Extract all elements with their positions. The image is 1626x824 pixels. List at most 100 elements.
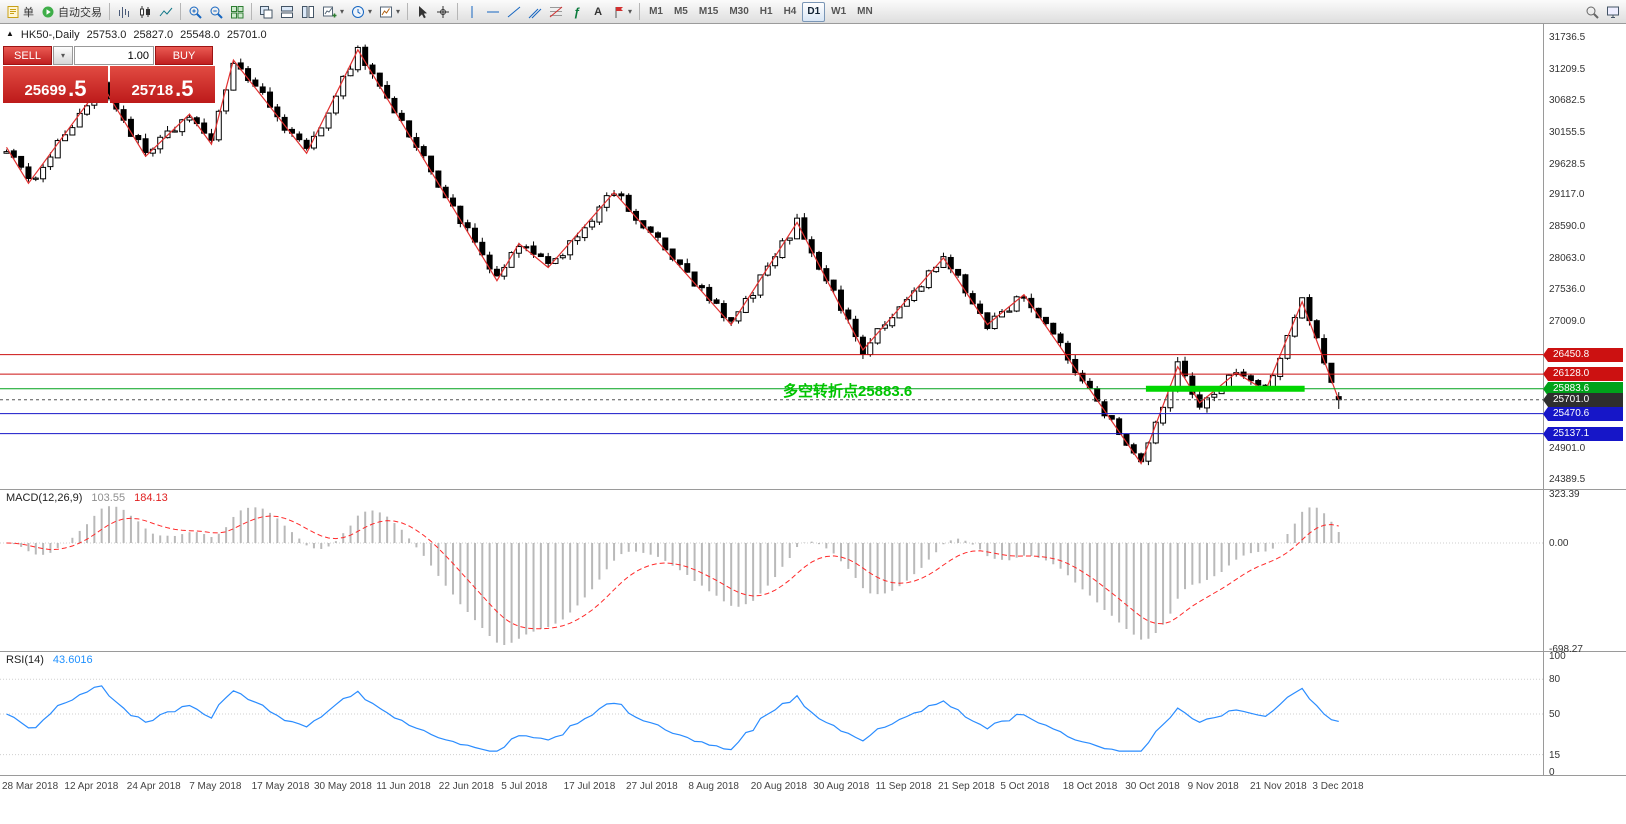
timeframe-m30[interactable]: M30: [724, 2, 753, 22]
cursor-tool-button[interactable]: [412, 2, 432, 22]
text-tool-icon: A: [594, 5, 603, 18]
autotrade-button[interactable]: 自动交易: [38, 2, 105, 22]
price-axis-tick: 31736.5: [1549, 31, 1586, 43]
price-axis-badge: 26128.0: [1543, 367, 1623, 382]
symbol-marker-icon: ▲: [6, 29, 14, 38]
date-axis-label: 12 Apr 2018: [64, 781, 119, 792]
date-axis-label: 8 Aug 2018: [688, 781, 739, 792]
date-axis-label: 7 May 2018: [189, 781, 242, 792]
new-order-button[interactable]: 单: [3, 2, 37, 22]
line-chart-mode-button[interactable]: [156, 2, 176, 22]
buy-price-fraction: .5: [175, 75, 194, 101]
crosshair-tool-button[interactable]: [433, 2, 453, 22]
price-axis-badge: 25470.6: [1543, 406, 1623, 421]
timeframe-w1[interactable]: W1: [826, 2, 851, 22]
tile-vertical-button[interactable]: [298, 2, 318, 22]
zoom-out-icon: [210, 6, 223, 19]
date-axis-label: 5 Oct 2018: [1000, 781, 1050, 792]
horizontal-line-icon: [487, 11, 500, 12]
buy-button[interactable]: BUY: [155, 46, 213, 65]
trendline-tool-button[interactable]: [504, 2, 524, 22]
toolbar-separator: [251, 3, 252, 20]
chart-canvas[interactable]: [0, 24, 1626, 824]
chevron-down-icon: ▾: [340, 6, 345, 16]
date-axis-label: 24 Apr 2018: [126, 781, 181, 792]
candle-chart-mode-button[interactable]: [135, 2, 155, 22]
chevron-down-icon: ▾: [368, 6, 373, 16]
macd-header: MACD(12,26,9) 103.55 184.13: [6, 492, 168, 504]
chevron-down-icon: ▾: [628, 6, 633, 16]
fibonacci-icon: [549, 6, 563, 17]
arrows-tool-button[interactable]: ▾: [609, 2, 635, 22]
date-axis-label: 21 Nov 2018: [1250, 781, 1307, 792]
low-value: 25548.0: [180, 29, 220, 41]
vertical-line-tool-button[interactable]: [462, 2, 482, 22]
new-chart-icon: [323, 6, 337, 17]
cursor-icon: [419, 5, 428, 18]
search-icon: [1586, 6, 1599, 19]
timeframe-d1[interactable]: D1: [802, 1, 826, 22]
rsi-value: 43.6016: [52, 654, 93, 666]
date-axis-label: 5 Jul 2018: [501, 781, 548, 792]
timeframe-h4[interactable]: H4: [779, 2, 802, 22]
tile-horizontal-button[interactable]: [277, 2, 297, 22]
date-axis-label: 30 Aug 2018: [813, 781, 870, 792]
macd-axis-tick: 0.00: [1549, 538, 1569, 549]
symbol-period-label: HK50-,Daily: [20, 29, 80, 41]
search-button[interactable]: [1582, 2, 1602, 22]
timeframe-h1[interactable]: H1: [755, 2, 778, 22]
price-axis-tick: 24389.5: [1549, 473, 1586, 485]
price-axis-tick: 30682.5: [1549, 95, 1586, 107]
periods-button[interactable]: ▾: [348, 2, 375, 22]
date-axis-label: 22 Jun 2018: [438, 781, 494, 792]
price-axis-tick: 30155.5: [1549, 126, 1586, 138]
text-tool-button[interactable]: A: [588, 2, 608, 22]
timeframe-m5[interactable]: M5: [669, 2, 693, 22]
price-axis-tick: 27009.0: [1549, 316, 1586, 328]
bar-chart-mode-button[interactable]: [114, 2, 134, 22]
trendline-icon: [507, 6, 521, 17]
zoom-in-button[interactable]: [185, 2, 205, 22]
line-chart-icon: [159, 7, 173, 16]
price-axis-tick: 31209.5: [1549, 63, 1586, 75]
zoom-in-icon: [189, 6, 202, 19]
date-axis-label: 18 Oct 2018: [1062, 781, 1118, 792]
timeframe-m15[interactable]: M15: [694, 2, 723, 22]
tile-windows-button[interactable]: [227, 2, 247, 22]
chart-template-icon: [380, 6, 393, 17]
date-axis-label: 28 Mar 2018: [2, 781, 59, 792]
toolbar-separator: [109, 3, 110, 20]
date-axis-label: 30 Oct 2018: [1125, 781, 1180, 792]
zoom-out-button[interactable]: [206, 2, 226, 22]
price-axis-badge: 26450.8: [1543, 347, 1623, 362]
new-order-icon: [7, 5, 19, 18]
timeframe-mn[interactable]: MN: [852, 2, 878, 22]
autotrade-label: 自动交易: [58, 6, 102, 19]
toolbar: 单 自动交易 ▾ ▾ ▾: [0, 0, 1626, 24]
one-click-trading-panel: SELL ▾ BUY 25699 .5 25718 .5: [3, 46, 215, 103]
cascade-windows-button[interactable]: [256, 2, 276, 22]
pivot-annotation: 多空转折点25883.6: [783, 383, 913, 400]
volume-dropdown-button[interactable]: ▾: [53, 46, 73, 65]
indicators-button[interactable]: ƒ: [567, 2, 587, 22]
bar-chart-icon: [119, 6, 129, 18]
templates-button[interactable]: ▾: [376, 2, 403, 22]
toolbar-right-group: [1582, 2, 1623, 22]
sell-price-box[interactable]: 25699 .5: [3, 66, 108, 103]
sell-button[interactable]: SELL: [3, 46, 52, 65]
crosshair-icon: [437, 5, 450, 18]
close-value: 25701.0: [226, 29, 267, 41]
timeframe-m1[interactable]: M1: [644, 2, 668, 22]
buy-price-main: 25718: [131, 82, 174, 99]
fibonacci-tool-button[interactable]: [546, 2, 566, 22]
volume-input[interactable]: [74, 46, 154, 65]
new-chart-button[interactable]: ▾: [319, 2, 347, 22]
horizontal-line-tool-button[interactable]: [483, 2, 503, 22]
date-axis-label: 30 May 2018: [314, 781, 372, 792]
buy-price-box[interactable]: 25718 .5: [110, 66, 215, 103]
toolbar-separator: [457, 3, 459, 20]
channel-tool-button[interactable]: [525, 2, 545, 22]
candlestick-chart-icon: [140, 5, 150, 18]
workspace-layout-button[interactable]: [1603, 2, 1623, 22]
timeframe-group: M1 M5 M15 M30 H1 H4 D1 W1 MN: [644, 1, 878, 22]
